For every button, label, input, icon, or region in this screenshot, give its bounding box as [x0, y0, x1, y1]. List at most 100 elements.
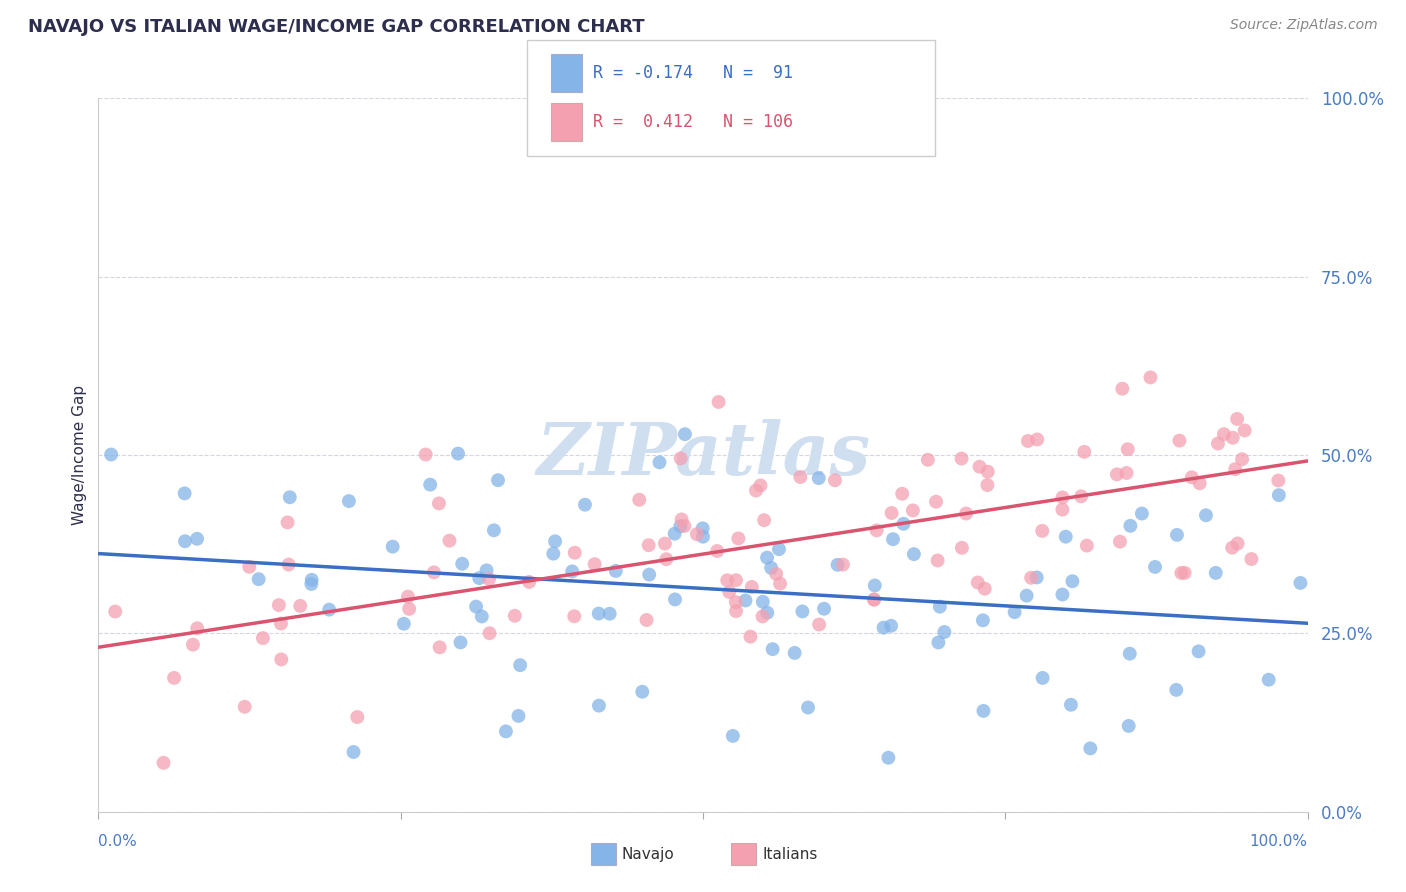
Point	[808, 617, 831, 632]
Point	[543, 547, 565, 561]
Text: Italians: Italians	[762, 847, 817, 862]
Point	[337, 494, 360, 508]
Point	[749, 478, 772, 492]
Point	[927, 553, 949, 567]
Point	[716, 574, 738, 588]
Point	[636, 613, 658, 627]
Point	[637, 538, 659, 552]
Point	[1174, 566, 1197, 580]
Point	[1052, 588, 1074, 602]
Point	[724, 573, 747, 587]
Point	[562, 609, 585, 624]
Point	[648, 455, 671, 469]
Point	[1181, 470, 1204, 484]
Point	[1026, 433, 1049, 447]
Point	[588, 698, 610, 713]
Point	[544, 534, 567, 549]
Point	[152, 756, 174, 770]
Point	[1233, 424, 1256, 438]
Point	[882, 532, 904, 546]
Point	[832, 558, 855, 572]
Point	[247, 572, 270, 586]
Text: 0.0%: 0.0%	[98, 834, 138, 849]
Point	[872, 621, 894, 635]
Point	[1188, 476, 1211, 491]
Point	[1257, 673, 1279, 687]
Point	[827, 558, 849, 572]
Point	[429, 640, 451, 655]
Point	[1289, 576, 1312, 591]
Point	[1105, 467, 1128, 482]
Point	[1062, 574, 1084, 589]
Point	[238, 559, 260, 574]
Point	[877, 750, 900, 764]
Point	[346, 710, 368, 724]
Point	[478, 626, 501, 640]
Point	[934, 625, 956, 640]
Point	[451, 557, 474, 571]
Text: Navajo: Navajo	[621, 847, 675, 862]
Point	[495, 724, 517, 739]
Point	[100, 448, 122, 462]
Point	[972, 704, 994, 718]
Point	[654, 536, 676, 550]
Point	[427, 496, 450, 510]
Point	[638, 567, 661, 582]
Point	[233, 699, 256, 714]
Point	[605, 564, 627, 578]
Point	[392, 616, 415, 631]
Point	[163, 671, 186, 685]
Point	[824, 473, 846, 487]
Point	[783, 646, 806, 660]
Point	[173, 486, 195, 500]
Point	[950, 541, 973, 555]
Point	[706, 544, 728, 558]
Point	[901, 503, 924, 517]
Point	[671, 512, 693, 526]
Point	[950, 451, 973, 466]
Point	[976, 478, 998, 492]
Point	[863, 592, 886, 607]
Point	[686, 527, 709, 541]
Point	[503, 608, 526, 623]
Point	[797, 700, 820, 714]
Point	[969, 459, 991, 474]
Point	[1226, 536, 1249, 550]
Point	[1166, 528, 1188, 542]
Point	[928, 599, 950, 614]
Point	[973, 582, 995, 596]
Point	[439, 533, 461, 548]
Point	[508, 709, 530, 723]
Point	[752, 513, 775, 527]
Point	[1212, 427, 1234, 442]
Y-axis label: Wage/Income Gap: Wage/Income Gap	[72, 384, 87, 525]
Point	[751, 609, 773, 624]
Point	[398, 602, 420, 616]
Point	[880, 506, 903, 520]
Point	[574, 498, 596, 512]
Point	[342, 745, 364, 759]
Point	[1109, 534, 1132, 549]
Point	[415, 448, 437, 462]
Text: 100.0%: 100.0%	[1250, 834, 1308, 849]
Point	[270, 616, 292, 631]
Point	[1226, 412, 1249, 426]
Point	[447, 447, 470, 461]
Point	[1119, 518, 1142, 533]
Point	[1004, 605, 1026, 619]
Point	[768, 542, 790, 557]
Point	[1078, 741, 1101, 756]
Point	[727, 532, 749, 546]
Point	[588, 607, 610, 621]
Point	[1170, 566, 1192, 580]
Point	[863, 592, 886, 607]
Point	[301, 573, 323, 587]
Point	[880, 619, 903, 633]
Point	[669, 519, 692, 533]
Point	[1054, 530, 1077, 544]
Point	[471, 609, 494, 624]
Point	[1111, 382, 1133, 396]
Point	[631, 684, 654, 698]
Point	[290, 599, 312, 613]
Point	[1019, 571, 1042, 585]
